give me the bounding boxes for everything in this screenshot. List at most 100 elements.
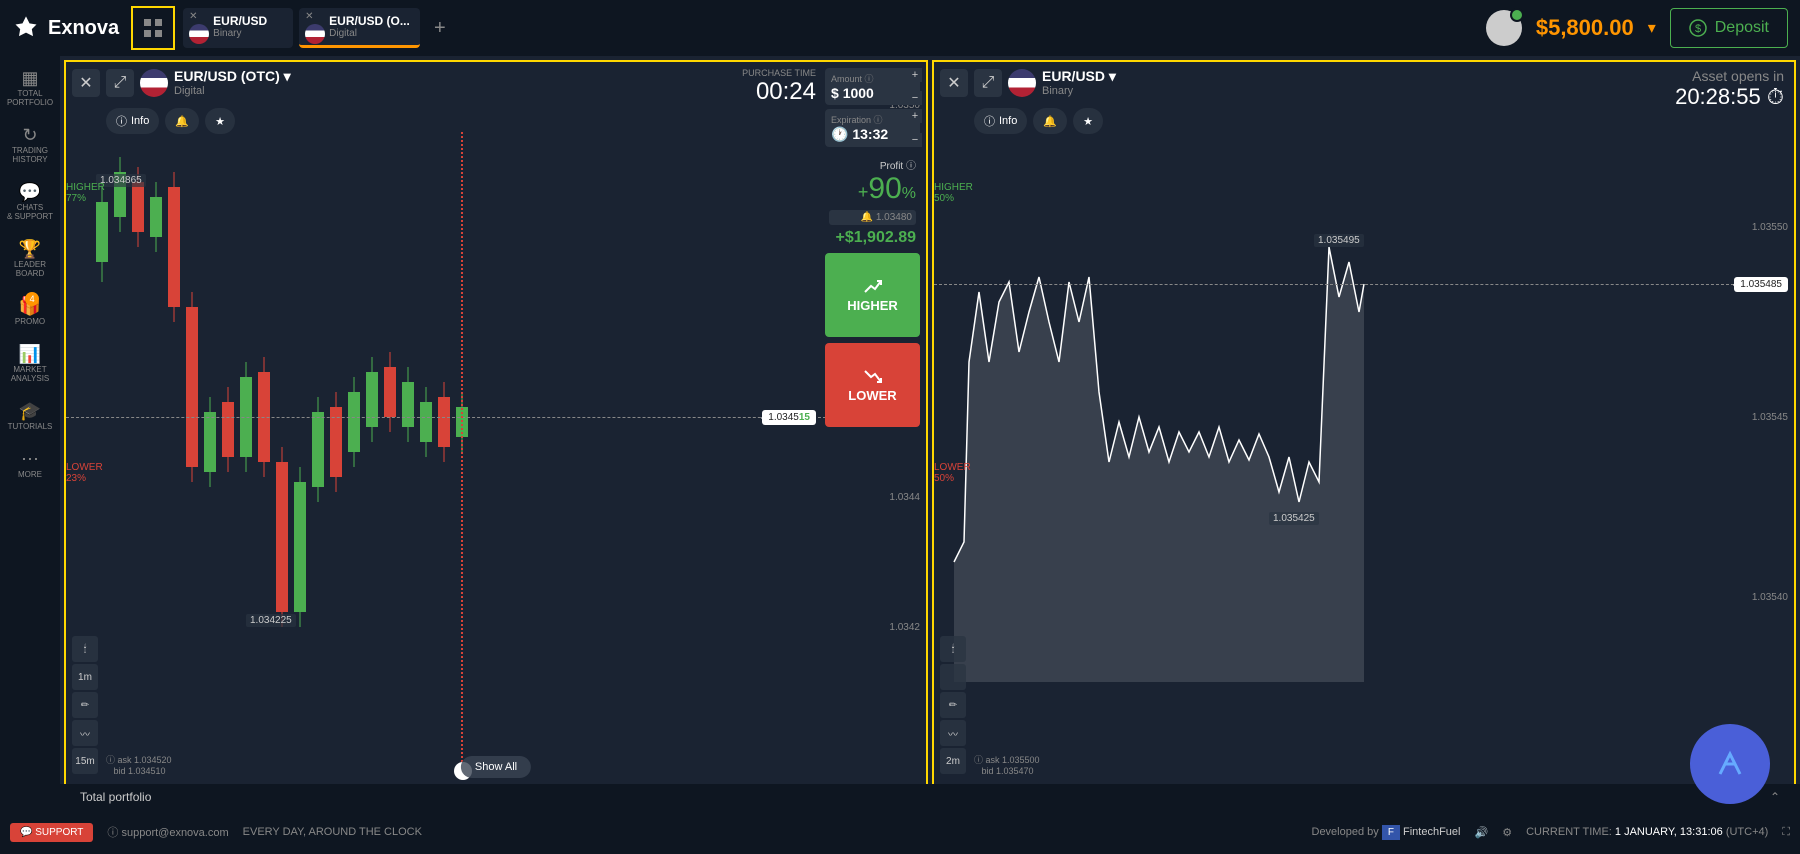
- candle: [348, 392, 360, 452]
- pair-flag-icon: [1008, 69, 1036, 97]
- chart-tool[interactable]: 🕯: [72, 636, 98, 662]
- higher-button[interactable]: HIGHER: [825, 253, 920, 337]
- sidebar-trading-history[interactable]: ↻TRADINGHISTORY: [12, 125, 48, 164]
- candle: [420, 402, 432, 442]
- amount-plus[interactable]: +: [908, 68, 922, 82]
- footer-tag: EVERY DAY, AROUND THE CLOCK: [243, 826, 422, 838]
- candle: [438, 397, 450, 447]
- grid-view-button[interactable]: [131, 6, 175, 50]
- pair-name[interactable]: EUR/USD (OTC) ▾: [174, 68, 291, 85]
- chart-tool[interactable]: [940, 664, 966, 690]
- purchase-time: PURCHASE TIME 00:24: [742, 68, 816, 106]
- candle: [132, 182, 144, 232]
- tab-flag-icon: [305, 24, 325, 44]
- chart-tool[interactable]: 1m: [72, 664, 98, 690]
- candle: [96, 202, 108, 262]
- amount-input[interactable]: Amount ⓘ $ 1000 + −: [825, 68, 920, 105]
- info-button[interactable]: ⓘ Info: [974, 108, 1027, 134]
- sidebar-promo[interactable]: 🎁PROMO4: [15, 296, 45, 326]
- candle: [366, 372, 378, 427]
- add-tab-button[interactable]: +: [426, 14, 454, 42]
- lower-sentiment: LOWER23%: [66, 462, 103, 484]
- y-tick: 1.03540: [1752, 592, 1788, 603]
- low-marker: 1.034225: [246, 614, 296, 627]
- portfolio-strip[interactable]: Total portfolio ⌃: [60, 784, 1800, 810]
- sidebar-more[interactable]: ⋯MORE: [18, 449, 42, 479]
- expiration-minus[interactable]: −: [908, 133, 922, 147]
- logo[interactable]: Exnova: [12, 14, 119, 42]
- sidebar-market-analysis[interactable]: 📊MARKETANALYSIS: [11, 344, 50, 383]
- brand-badge-icon: [1710, 744, 1750, 784]
- amount-minus[interactable]: −: [908, 91, 922, 105]
- sidebar: ▦TOTALPORTFOLIO ↻TRADINGHISTORY 💬CHATS& SU…: [0, 56, 60, 810]
- alerts-button[interactable]: 🔔: [1033, 108, 1067, 134]
- y-tick: 1.03550: [1752, 222, 1788, 233]
- fullscreen-icon[interactable]: ⛶: [1782, 826, 1790, 839]
- line-chart[interactable]: [934, 62, 1794, 804]
- price-line: [934, 284, 1734, 285]
- portfolio-collapse-icon[interactable]: ⌃: [1770, 790, 1780, 804]
- candle: [384, 367, 396, 417]
- chart-tools: 🕯 ✏〰2m: [940, 636, 966, 774]
- tab-close-icon[interactable]: ✕: [189, 11, 197, 22]
- chart-tool[interactable]: ✏: [940, 692, 966, 718]
- tabs: ✕EUR/USDBinary✕EUR/USD (O...Digital: [183, 8, 426, 48]
- bid-ask: ⓘ ask 1.035500 bid 1.035470: [974, 753, 1040, 776]
- main: 1.03501.03461.03441.034213:15:0013:30:00…: [60, 56, 1800, 810]
- close-panel-button[interactable]: ✕: [940, 69, 968, 97]
- panel1-header: ✕ ⤢ EUR/USD (OTC) ▾ Digital: [72, 68, 291, 97]
- chart-panel-2: ✕ ⤢ EUR/USD ▾ Binary ⓘ Info 🔔 ★ Asset op…: [932, 60, 1796, 806]
- candlestick-chart[interactable]: 1.03501.03461.03441.034213:15:0013:30:00…: [66, 62, 926, 804]
- higher-sentiment: HIGHER50%: [934, 182, 973, 204]
- lower-sentiment: LOWER50%: [934, 462, 971, 484]
- sidebar-total-portfolio[interactable]: ▦TOTALPORTFOLIO: [7, 68, 53, 107]
- lower-button[interactable]: LOWER: [825, 343, 920, 427]
- pair-flag-icon: [140, 69, 168, 97]
- sidebar-leader-board[interactable]: 🏆LEADERBOARD: [14, 239, 46, 278]
- trend-down-icon: [863, 368, 883, 384]
- chart-tool[interactable]: 🕯: [940, 636, 966, 662]
- alerts-button[interactable]: 🔔: [165, 108, 199, 134]
- deposit-button[interactable]: $ Deposit: [1670, 8, 1788, 48]
- sound-icon[interactable]: 🔊: [1475, 826, 1489, 839]
- balance[interactable]: $5,800.00: [1536, 15, 1634, 41]
- footer: 💬 SUPPORT ⓘ support@exnova.com EVERY DAY…: [0, 810, 1800, 854]
- settings-icon[interactable]: ⚙: [1502, 826, 1512, 839]
- show-all-button[interactable]: Show All: [461, 756, 531, 778]
- expiration-input[interactable]: Expiration ⓘ 🕐 13:32 + −: [825, 109, 920, 147]
- favorite-button[interactable]: ★: [205, 108, 235, 134]
- candle: [168, 187, 180, 307]
- sidebar-tutorials[interactable]: 🎓TUTORIALS: [8, 401, 53, 431]
- favorite-button[interactable]: ★: [1073, 108, 1103, 134]
- tab-close-icon[interactable]: ✕: [305, 11, 313, 22]
- portfolio-label: Total portfolio: [80, 790, 151, 804]
- expand-panel-button[interactable]: ⤢: [106, 69, 134, 97]
- tab-1[interactable]: ✕EUR/USD (O...Digital: [299, 8, 420, 48]
- brand-name: Exnova: [48, 17, 119, 40]
- balance-dropdown-icon[interactable]: ▾: [1648, 18, 1656, 38]
- developed-by: Developed by F FintechFuel: [1312, 826, 1461, 838]
- chart-tool[interactable]: 15m: [72, 748, 98, 774]
- pair-name[interactable]: EUR/USD ▾: [1042, 68, 1116, 85]
- avatar[interactable]: [1486, 10, 1522, 46]
- support-email[interactable]: ⓘ support@exnova.com: [107, 824, 228, 840]
- sidebar-chats-&-support[interactable]: 💬CHATS& SUPPORT: [7, 182, 53, 221]
- chart-tool[interactable]: ✏: [72, 692, 98, 718]
- close-panel-button[interactable]: ✕: [72, 69, 100, 97]
- chart-tool[interactable]: 2m: [940, 748, 966, 774]
- pair-type: Digital: [174, 85, 291, 97]
- tab-0[interactable]: ✕EUR/USDBinary: [183, 8, 293, 48]
- verified-icon: [1510, 8, 1524, 22]
- support-button[interactable]: 💬 SUPPORT: [10, 823, 93, 842]
- bid-ask: ⓘ ask 1.034520 bid 1.034510: [106, 753, 172, 776]
- chart-tool[interactable]: 〰: [72, 720, 98, 746]
- expand-panel-button[interactable]: ⤢: [974, 69, 1002, 97]
- logo-icon: [12, 14, 40, 42]
- info-button[interactable]: ⓘ Info: [106, 108, 159, 134]
- svg-text:$: $: [1695, 23, 1701, 35]
- brand-badge[interactable]: [1690, 724, 1770, 804]
- chart-tool[interactable]: 〰: [940, 720, 966, 746]
- current-time: CURRENT TIME: 1 JANUARY, 13:31:06 (UTC+4…: [1526, 826, 1768, 838]
- deposit-icon: $: [1689, 19, 1707, 37]
- expiration-plus[interactable]: +: [908, 109, 922, 123]
